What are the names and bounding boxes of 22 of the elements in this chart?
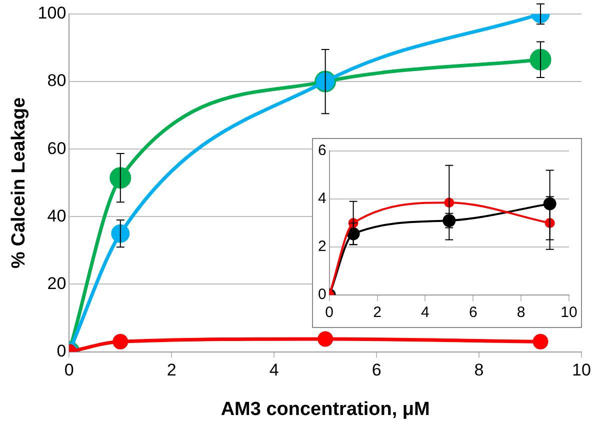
x-tick-label: 8 [516,304,526,322]
y-tick-label: 0 [56,341,66,360]
y-axis-title: % Calcein Leakage [8,97,30,268]
x-tick-label: 10 [572,360,591,380]
y-tick-label: 80 [47,71,66,90]
y-tick-label: 6 [318,142,326,160]
x-tick-label: 4 [269,360,279,380]
x-tick-label: 2 [166,360,176,380]
x-tick-label: 6 [468,304,478,322]
x-tick-label: 4 [421,304,430,322]
y-tick-label: 2 [318,238,326,256]
x-tick-label: 2 [373,304,382,322]
y-tick-label: 4 [318,190,326,208]
x-tick-label: 10 [560,304,578,322]
y-tick-label: 100 [38,4,66,23]
y-tick-label: 0 [318,286,326,304]
y-tick-label: 40 [47,206,66,226]
x-axis-title: AM3 concentration, μM [220,398,430,420]
y-tick-label: 20 [47,274,66,293]
y-tick-label: 60 [47,138,66,158]
x-tick-label: 6 [372,360,382,380]
x-tick-label: 8 [474,360,484,380]
